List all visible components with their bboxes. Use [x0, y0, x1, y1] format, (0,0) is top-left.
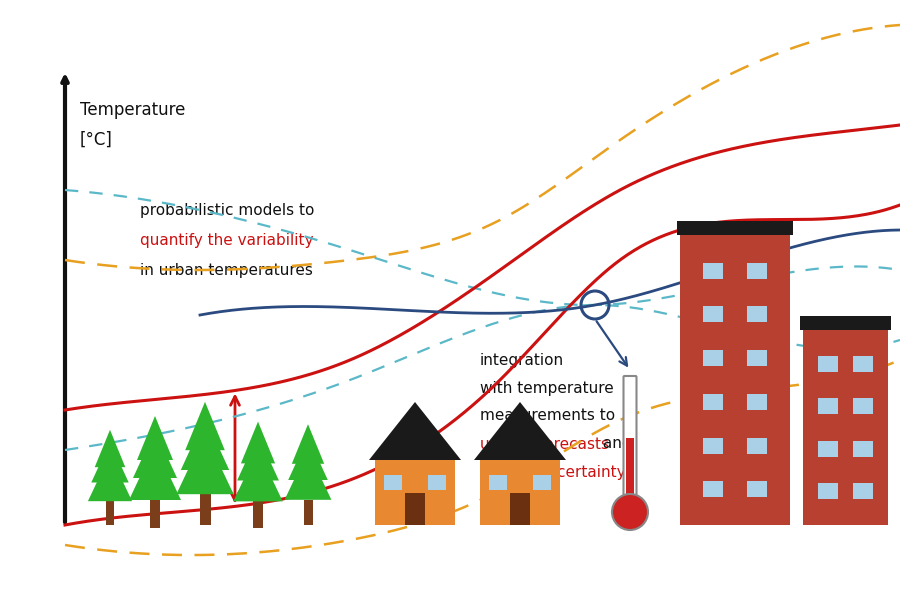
Bar — [510, 493, 530, 525]
Bar — [150, 500, 160, 528]
Text: reduce uncertainty: reduce uncertainty — [480, 464, 626, 479]
Bar — [799, 316, 890, 330]
Bar — [747, 481, 767, 497]
Bar — [852, 440, 872, 457]
Bar — [817, 398, 838, 415]
Bar — [106, 501, 114, 525]
Bar — [405, 493, 425, 525]
Bar — [747, 263, 767, 279]
Bar — [489, 475, 507, 490]
Polygon shape — [288, 437, 328, 480]
Text: [°C]: [°C] — [80, 131, 112, 149]
Bar — [626, 438, 634, 512]
Polygon shape — [94, 430, 125, 467]
Polygon shape — [181, 417, 230, 470]
Bar — [852, 398, 872, 415]
Bar — [428, 475, 446, 490]
Polygon shape — [237, 435, 279, 481]
Text: Temperature: Temperature — [80, 101, 185, 119]
Bar — [817, 440, 838, 457]
Polygon shape — [474, 402, 566, 460]
Bar — [703, 394, 724, 410]
Bar — [817, 483, 838, 499]
FancyBboxPatch shape — [624, 376, 636, 513]
Bar — [253, 502, 263, 528]
Bar — [747, 394, 767, 410]
Bar — [703, 481, 724, 497]
Text: integration: integration — [480, 352, 564, 367]
Bar — [747, 437, 767, 454]
Polygon shape — [176, 434, 234, 494]
Bar — [803, 330, 887, 525]
Polygon shape — [284, 450, 331, 500]
Bar — [680, 235, 790, 525]
Polygon shape — [91, 442, 129, 482]
Polygon shape — [88, 454, 132, 501]
Polygon shape — [292, 424, 324, 464]
Bar — [200, 494, 211, 525]
Bar — [533, 475, 551, 490]
Bar — [375, 460, 455, 525]
Text: update forecasts: update forecasts — [480, 437, 609, 451]
Bar — [747, 350, 767, 366]
Bar — [384, 475, 402, 490]
Polygon shape — [241, 422, 275, 463]
Bar — [747, 307, 767, 322]
Bar — [852, 356, 872, 372]
Bar — [703, 437, 724, 454]
Text: and: and — [598, 437, 632, 451]
Polygon shape — [137, 416, 173, 460]
Bar — [817, 356, 838, 372]
Bar — [703, 263, 724, 279]
Text: quantify the variability: quantify the variability — [140, 232, 313, 247]
Polygon shape — [129, 445, 181, 500]
Text: measurements to: measurements to — [480, 409, 615, 424]
Polygon shape — [369, 402, 461, 460]
Circle shape — [612, 494, 648, 530]
Text: in urban temperatures: in urban temperatures — [140, 263, 313, 277]
Polygon shape — [233, 449, 283, 502]
Polygon shape — [133, 430, 177, 478]
Bar — [480, 460, 560, 525]
Text: with temperature: with temperature — [480, 380, 614, 395]
Bar — [303, 500, 312, 525]
Bar — [852, 483, 872, 499]
Text: probabilistic models to: probabilistic models to — [140, 202, 314, 217]
Polygon shape — [185, 402, 225, 450]
Bar — [677, 221, 793, 235]
Bar — [703, 350, 724, 366]
Bar — [703, 307, 724, 322]
